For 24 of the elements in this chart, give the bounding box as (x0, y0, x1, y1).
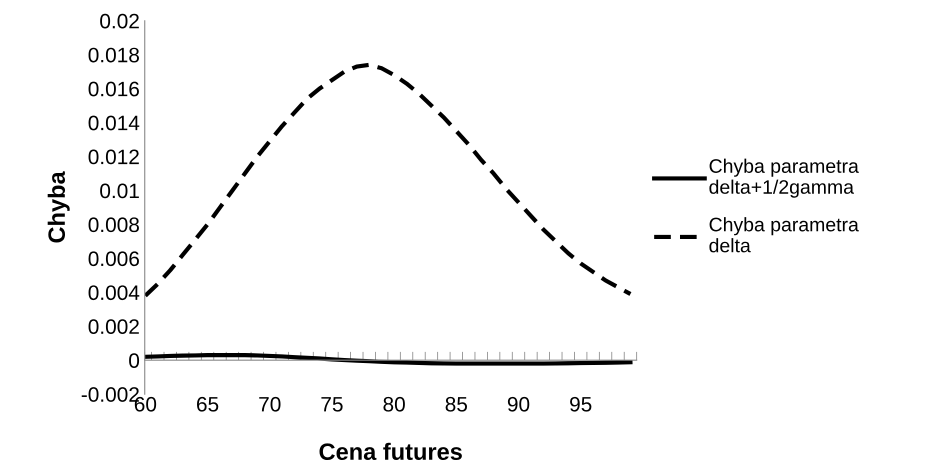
y-tick-label: 0.002 (88, 319, 139, 334)
legend-label: Chyba parametra delta+1/2gamma (709, 158, 859, 198)
x-axis-title: Cena futures (320, 442, 462, 460)
y-tick-label: 0.016 (88, 82, 139, 96)
y-tick-label: 0.006 (88, 251, 139, 266)
y-tick-label: 0.018 (88, 48, 139, 62)
line-series (144, 353, 633, 366)
y-tick-label: 0.01 (100, 183, 139, 198)
x-tick-label: 90 (508, 396, 530, 412)
x-tick-label: 85 (446, 396, 468, 412)
y-tick-label: 0.014 (88, 116, 140, 130)
legend-label: Chyba parametra delta (709, 217, 859, 252)
y-tick-label: 0.02 (100, 14, 139, 28)
line-series (144, 62, 633, 298)
y-tick-label: 0.012 (88, 150, 139, 164)
x-tick-label: 70 (259, 396, 281, 412)
y-axis-title: Chyba (48, 171, 70, 243)
x-tick-label: 65 (197, 396, 218, 412)
x-tick-label: 75 (321, 397, 343, 412)
y-tick-label: 0 (129, 353, 140, 368)
y-tick-label: 0.008 (88, 217, 139, 232)
x-tick-label: 95 (570, 396, 592, 412)
x-tick-label: 80 (383, 396, 405, 412)
y-tick-label: 0.004 (88, 285, 140, 300)
